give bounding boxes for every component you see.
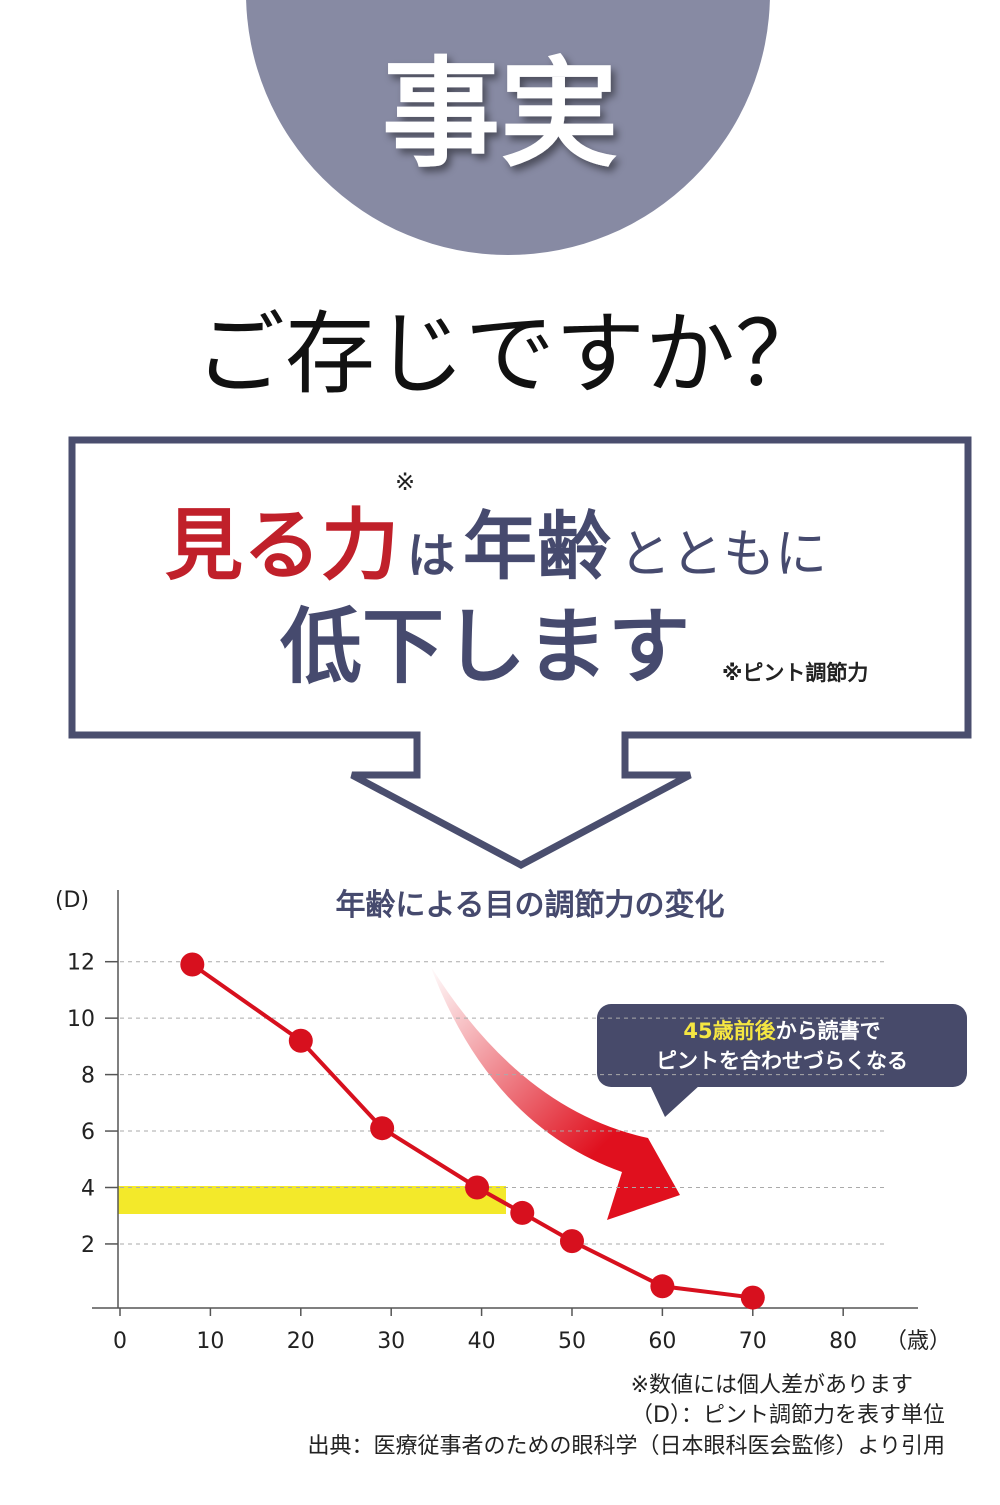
particle: は xyxy=(407,528,455,584)
bubble-text: から読書で xyxy=(776,1019,881,1043)
x-tick-label: 80 xyxy=(829,1329,857,1354)
badge-text: 事実 xyxy=(382,45,618,183)
note: （D）：ピント調節力を表す単位 xyxy=(631,1403,945,1428)
x-tick-label: 10 xyxy=(196,1329,224,1354)
note: 出典：医療従事者のための眼科学（日本眼科医会監修）より引用 xyxy=(307,1434,945,1459)
plot: 2 4 6 8 10 12 0 10 20 30 40 50 60 70 80 xyxy=(67,951,885,1354)
x-tick-label: 0 xyxy=(113,1329,127,1354)
subject: 年齢 xyxy=(463,504,611,590)
x-tick-label: 20 xyxy=(287,1329,315,1354)
data-point xyxy=(650,1274,675,1299)
data-point xyxy=(370,1116,395,1141)
callout-box xyxy=(68,436,972,869)
note: ※数値には個人差があります xyxy=(631,1373,913,1398)
y-tick-label: 2 xyxy=(81,1233,95,1258)
data-point xyxy=(740,1285,765,1310)
bubble xyxy=(597,1004,967,1087)
y-axis-label: (D) xyxy=(55,888,89,913)
bubble-line2: ピントを合わせづらくなる xyxy=(656,1049,908,1073)
emphasis: 見る力 xyxy=(165,501,399,591)
badge-circle xyxy=(246,0,770,255)
x-tick-label: 70 xyxy=(739,1329,767,1354)
data-point xyxy=(465,1175,490,1200)
x-tick-label: 50 xyxy=(558,1329,586,1354)
line1-end: とともに xyxy=(619,525,827,585)
x-tick-label: 40 xyxy=(468,1329,496,1354)
data-point xyxy=(180,952,205,977)
headline-line2: 低下します xyxy=(280,600,690,695)
bubble-line1: 45歳前後から読書で xyxy=(683,1019,880,1043)
data-point xyxy=(510,1200,535,1225)
mark: ※ xyxy=(395,468,415,496)
data-point xyxy=(288,1028,313,1053)
y-tick-label: 12 xyxy=(67,951,95,976)
y-tick-label: 10 xyxy=(67,1007,95,1032)
data-point xyxy=(559,1229,584,1254)
y-tick-label: 4 xyxy=(81,1176,95,1201)
y-tick-label: 8 xyxy=(81,1064,95,1089)
footnote: ※ピント調節力 xyxy=(722,661,868,685)
series-line xyxy=(191,962,754,1300)
question: ご存じですか？ xyxy=(195,302,825,407)
bubble-tail xyxy=(650,1085,700,1117)
highlight-band xyxy=(118,1186,506,1214)
x-axis-label: （歳） xyxy=(885,1329,951,1354)
chart-title: 年齢による目の調節力の変化 xyxy=(335,888,724,923)
x-tick-label: 60 xyxy=(648,1329,676,1354)
trend-arrow xyxy=(430,965,680,1220)
y-tick-label: 6 xyxy=(81,1120,95,1145)
bubble-highlight: 45歳前後 xyxy=(683,1019,776,1043)
x-tick-label: 30 xyxy=(377,1329,405,1354)
headline-line1: 見る力は年齢 とともに xyxy=(165,501,827,591)
